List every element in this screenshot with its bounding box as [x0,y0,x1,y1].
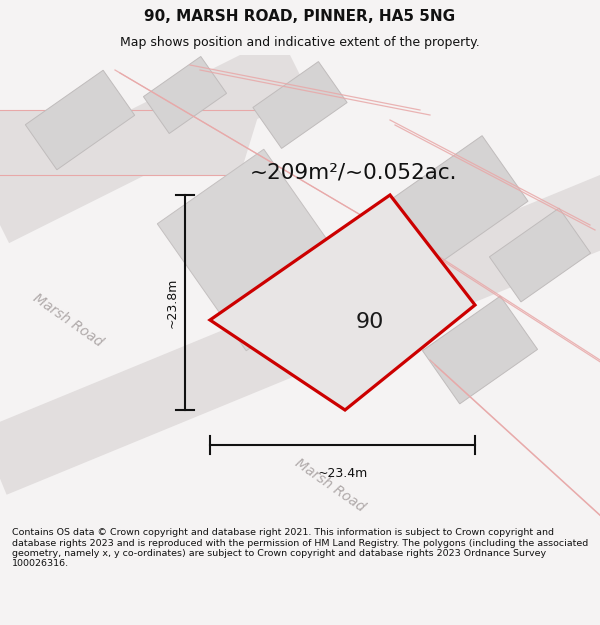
Text: ~23.4m: ~23.4m [317,467,368,480]
Text: ~23.8m: ~23.8m [166,278,179,328]
Polygon shape [0,175,600,495]
Polygon shape [210,195,475,410]
Polygon shape [143,56,227,134]
Text: 90, MARSH ROAD, PINNER, HA5 5NG: 90, MARSH ROAD, PINNER, HA5 5NG [145,9,455,24]
Text: Marsh Road: Marsh Road [31,291,106,349]
Text: Map shows position and indicative extent of the property.: Map shows position and indicative extent… [120,36,480,49]
Polygon shape [0,110,260,175]
Polygon shape [157,149,353,351]
Text: Marsh Road: Marsh Road [292,456,368,514]
Polygon shape [25,70,134,170]
Text: Contains OS data © Crown copyright and database right 2021. This information is : Contains OS data © Crown copyright and d… [12,528,588,568]
Polygon shape [490,208,590,302]
Polygon shape [0,35,309,243]
Polygon shape [422,296,538,404]
Text: 90: 90 [356,312,384,332]
Text: ~209m²/~0.052ac.: ~209m²/~0.052ac. [250,163,458,183]
Polygon shape [392,136,528,264]
Polygon shape [253,62,347,148]
